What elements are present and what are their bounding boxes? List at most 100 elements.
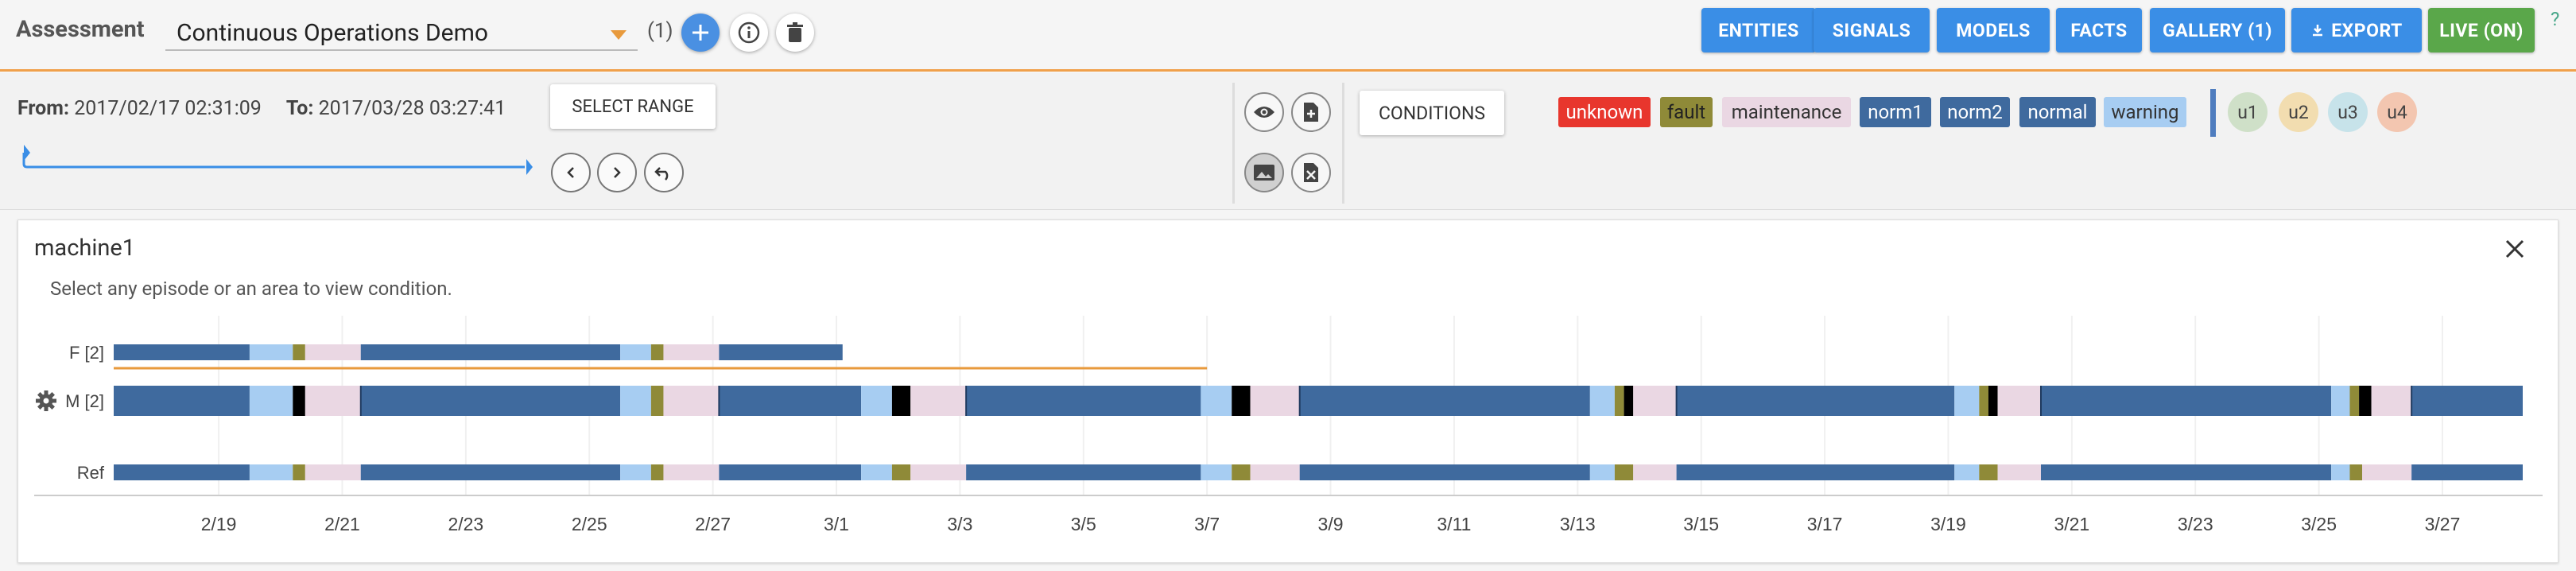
episode-maintenance[interactable] <box>1250 386 1300 416</box>
episode-maintenance[interactable] <box>305 464 361 480</box>
visibility-button[interactable] <box>1244 92 1284 132</box>
episode-normal[interactable] <box>719 386 862 416</box>
episode-maintenance[interactable] <box>1997 386 2041 416</box>
timeline-row-1[interactable]: M [2] <box>36 386 2523 416</box>
legend-warning[interactable]: warning <box>2104 97 2186 127</box>
episode-fault[interactable] <box>650 464 664 480</box>
episode-warning[interactable] <box>1201 386 1232 416</box>
episode-warning[interactable] <box>1589 386 1615 416</box>
episode-warning[interactable] <box>1954 386 1980 416</box>
condition-timeline-chart[interactable]: 2/19 2/21 2/23 2/25 2/27 3/1 3/3 3/5 3/7 3/9 3/11 3… <box>18 308 2559 564</box>
assessment-select[interactable]: Continuous Operations Demo <box>165 11 638 51</box>
episode-normal[interactable] <box>719 464 862 480</box>
episode-fault[interactable] <box>1979 464 1998 480</box>
conditions-button[interactable]: CONDITIONS <box>1360 91 1504 135</box>
episode-warning[interactable] <box>620 386 651 416</box>
next-range-button[interactable] <box>597 153 637 192</box>
episode-fault[interactable] <box>1614 386 1624 416</box>
legend-norm1[interactable]: norm1 <box>1860 97 1931 127</box>
episode-normal[interactable] <box>360 464 621 480</box>
add-assessment-button[interactable] <box>681 14 720 52</box>
episode-fault[interactable] <box>1614 464 1634 480</box>
episode-maintenance[interactable] <box>1633 464 1677 480</box>
user-u1[interactable]: u1 <box>2228 92 2268 132</box>
delete-button[interactable] <box>776 14 814 52</box>
legend-norm2[interactable]: norm2 <box>1940 97 2010 127</box>
episode-warning[interactable] <box>249 386 293 416</box>
episode-maintenance[interactable] <box>305 344 361 360</box>
close-icon[interactable] <box>2500 235 2529 263</box>
episode-normal[interactable] <box>360 386 621 416</box>
help-icon[interactable]: ? <box>2551 8 2560 30</box>
episode-normal[interactable] <box>1676 386 1955 416</box>
episode-fault[interactable] <box>650 344 664 360</box>
legend-unknown[interactable]: unknown <box>1558 97 1651 127</box>
episode-black[interactable] <box>293 386 305 416</box>
episode-maintenance[interactable] <box>910 464 967 480</box>
gear-icon[interactable] <box>36 390 56 411</box>
episode-maintenance[interactable] <box>2371 386 2412 416</box>
episode-warning[interactable] <box>249 464 293 480</box>
episode-warning[interactable] <box>1589 464 1615 480</box>
episode-fault[interactable] <box>891 464 911 480</box>
image-view-button[interactable] <box>1244 153 1284 192</box>
select-range-button[interactable]: SELECT RANGE <box>550 84 716 129</box>
live-button[interactable]: LIVE (ON) <box>2428 8 2535 52</box>
episode-fault[interactable] <box>1979 386 1988 416</box>
undo-range-button[interactable] <box>644 153 684 192</box>
episode-warning[interactable] <box>620 344 651 360</box>
timeline-row-2[interactable]: Ref <box>77 463 2523 483</box>
episode-normal[interactable] <box>360 344 621 360</box>
export-button[interactable]: EXPORT <box>2291 8 2422 52</box>
user-u2[interactable]: u2 <box>2279 92 2318 132</box>
episode-warning[interactable] <box>861 464 892 480</box>
gallery-button[interactable]: GALLERY (1) <box>2150 8 2285 52</box>
episode-maintenance[interactable] <box>1633 386 1677 416</box>
facts-button[interactable]: FACTS <box>2056 8 2142 52</box>
episode-maintenance[interactable] <box>1250 464 1300 480</box>
range-slider-start-handle[interactable] <box>24 145 30 161</box>
episode-warning[interactable] <box>861 386 892 416</box>
episode-normal[interactable] <box>2411 464 2523 480</box>
episode-normal[interactable] <box>114 386 250 416</box>
episode-maintenance[interactable] <box>305 386 361 416</box>
legend-normal[interactable]: normal <box>2019 97 2096 127</box>
episode-black[interactable] <box>2359 386 2372 416</box>
range-slider-end-handle[interactable] <box>526 159 533 175</box>
legend-maintenance[interactable]: maintenance <box>1722 97 1851 127</box>
episode-normal[interactable] <box>2411 386 2523 416</box>
episode-normal[interactable] <box>2041 464 2332 480</box>
episode-normal[interactable] <box>1299 464 1590 480</box>
episode-warning[interactable] <box>2331 386 2350 416</box>
episode-fault[interactable] <box>2349 386 2360 416</box>
episode-black[interactable] <box>1232 386 1251 416</box>
episode-normal[interactable] <box>719 344 843 360</box>
episode-black[interactable] <box>1624 386 1634 416</box>
previous-range-button[interactable] <box>551 153 591 192</box>
episode-maintenance[interactable] <box>910 386 967 416</box>
episode-black[interactable] <box>1988 386 1998 416</box>
episode-maintenance[interactable] <box>663 386 720 416</box>
episode-warning[interactable] <box>1954 464 1980 480</box>
episode-warning[interactable] <box>2331 464 2350 480</box>
episode-warning[interactable] <box>620 464 651 480</box>
legend-fault[interactable]: fault <box>1660 97 1713 127</box>
user-u4[interactable]: u4 <box>2377 92 2417 132</box>
episode-maintenance[interactable] <box>1997 464 2041 480</box>
info-button[interactable] <box>730 14 768 52</box>
signals-button[interactable]: SIGNALS <box>1814 8 1930 52</box>
user-u3[interactable]: u3 <box>2328 92 2368 132</box>
export-excel-button[interactable] <box>1291 153 1331 192</box>
range-slider[interactable] <box>17 142 533 197</box>
episode-warning[interactable] <box>249 344 293 360</box>
episode-normal[interactable] <box>2041 386 2332 416</box>
entities-button[interactable]: ENTITIES <box>1701 8 1816 52</box>
episode-maintenance[interactable] <box>663 464 720 480</box>
models-button[interactable]: MODELS <box>1937 8 2050 52</box>
episode-normal[interactable] <box>1676 464 1955 480</box>
episode-normal[interactable] <box>114 464 250 480</box>
episode-warning[interactable] <box>1201 464 1232 480</box>
episode-fault[interactable] <box>1232 464 1251 480</box>
episode-fault[interactable] <box>650 386 664 416</box>
episode-maintenance[interactable] <box>663 344 720 360</box>
